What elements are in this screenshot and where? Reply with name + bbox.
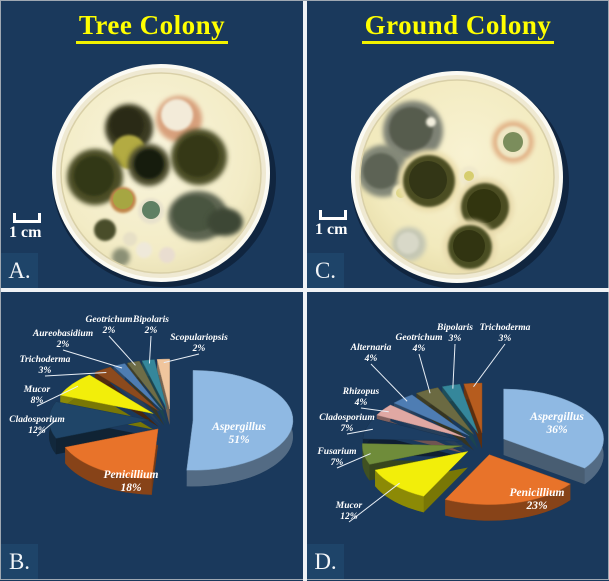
panel-tree-pie: Aspergillus 51% Penicillium 18% Cladosporium… bbox=[1, 292, 303, 579]
tree-petri-dish-photo bbox=[52, 64, 276, 287]
panel-ground-pie: Aspergillus 36% Penicillium 23% Mucor 12% Fusa… bbox=[307, 292, 609, 579]
scale-bar-tree: 1 cm bbox=[9, 213, 55, 242]
panel-label-d: D. bbox=[307, 544, 344, 579]
scale-label: 1 cm bbox=[9, 224, 42, 241]
ground-colonies bbox=[360, 101, 534, 274]
ground-title-wrap: Ground Colony bbox=[307, 10, 609, 44]
tree-colonies bbox=[67, 96, 243, 266]
tree-colony-title: Tree Colony bbox=[75, 10, 229, 44]
panel-ground-photo: Ground Colony bbox=[307, 1, 609, 288]
panel-label-c: C. bbox=[307, 253, 344, 288]
ground-colony-title: Ground Colony bbox=[361, 10, 555, 44]
panel-label-b: B. bbox=[1, 544, 38, 579]
tree-colony-pie-chart: Aspergillus 51% Penicillium 18% Cladosporium… bbox=[9, 315, 294, 495]
ground-colony-pie-chart: Aspergillus 36% Penicillium 23% Mucor 12% Fusa… bbox=[316, 323, 604, 523]
scale-bar-ground: 1 cm bbox=[315, 210, 361, 239]
tree-title-wrap: Tree Colony bbox=[1, 10, 303, 44]
panel-label-a: A. bbox=[1, 253, 38, 288]
scale-bracket-icon bbox=[319, 210, 347, 220]
scale-bracket-icon bbox=[13, 213, 41, 223]
ground-petri-dish-photo bbox=[351, 71, 569, 288]
horizontal-divider bbox=[1, 288, 609, 292]
scale-label: 1 cm bbox=[315, 221, 348, 238]
panel-tree-photo: Tree Colony bbox=[1, 1, 303, 288]
